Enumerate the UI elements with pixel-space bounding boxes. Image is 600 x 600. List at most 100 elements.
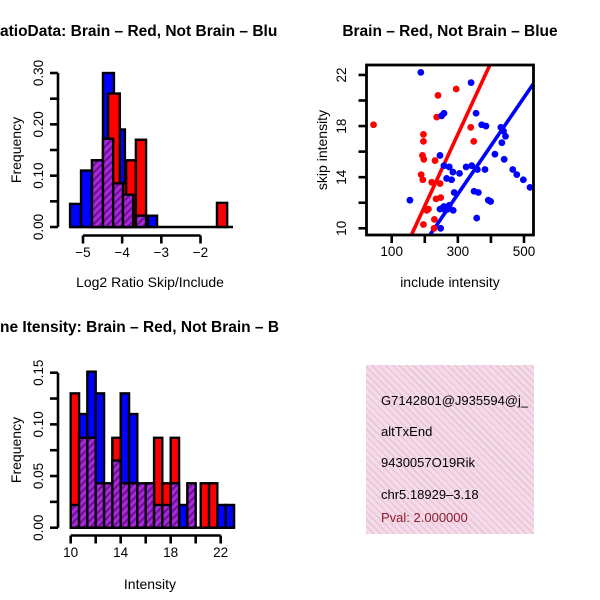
hist-bar-overlap: [90, 159, 105, 229]
x-tick-label: 10: [63, 545, 78, 560]
scatter-plot: 100 300 500 10 14 18 22: [334, 63, 536, 259]
y-tick-label: 22: [334, 67, 349, 82]
data-point-blue: [500, 127, 507, 135]
y-tick-label: 0.05: [31, 463, 46, 489]
hist-bar-overlap: [136, 482, 147, 529]
ratio-histogram-plot: 0.00 0.10 0.20 0.30 −5 −4 −3 −2: [31, 60, 234, 260]
hist-bar-overlap: [77, 436, 89, 529]
data-point-blue: [468, 162, 476, 170]
hist-bar-blue: [79, 169, 94, 229]
gene-name-text: 9430057O19Rik: [381, 455, 475, 470]
hist-bar-overlap: [69, 503, 81, 529]
x-tick-label: −2: [193, 245, 208, 260]
data-point-blue: [448, 176, 455, 184]
chart-title: atioData: Brain – Red, Not Brain – Blu: [0, 23, 278, 40]
data-point-red: [417, 171, 425, 179]
data-point-blue: [450, 189, 458, 196]
hist-bar-overlap: [134, 214, 148, 229]
data-point-blue: [513, 171, 521, 179]
data-point-red: [420, 137, 427, 145]
data-point-blue: [474, 189, 482, 196]
hist-bar-blue: [216, 503, 227, 529]
hist-bar-overlap: [144, 482, 156, 529]
data-point-blue: [462, 163, 470, 171]
x-tick-label: −5: [75, 245, 90, 260]
x-tick-label: 14: [113, 545, 129, 560]
hist-bar-blue: [146, 214, 159, 229]
data-point-blue: [449, 207, 457, 214]
data-point-blue: [436, 152, 444, 159]
y-tick-label: 0.00: [31, 515, 46, 541]
y-tick-label: 0.00: [31, 214, 46, 240]
x-tick-label: 100: [380, 244, 403, 259]
data-point-red: [425, 205, 432, 213]
x-axis-label: include intensity: [400, 274, 500, 290]
y-tick-label: 0.10: [31, 411, 46, 437]
data-point-red: [467, 123, 475, 131]
data-point-blue: [438, 112, 446, 120]
data-point-red: [420, 130, 427, 138]
x-axis-label: Intensity: [123, 576, 177, 592]
data-point-red: [430, 215, 438, 223]
hist-bar-overlap: [119, 482, 131, 529]
data-point-blue: [440, 162, 448, 170]
data-point-red: [419, 176, 427, 184]
data-point-blue: [519, 176, 527, 184]
hist-bar-overlap: [186, 482, 197, 529]
data-point-red: [420, 155, 428, 163]
data-point-red: [436, 180, 444, 187]
data-point-red: [370, 121, 377, 129]
data-point-blue: [472, 109, 480, 117]
x-tick-label: 18: [163, 545, 178, 560]
y-tick-label: 0.10: [31, 163, 46, 189]
x-axis-label: Log2 Ratio Skip/Include: [76, 274, 224, 290]
data-point-red: [452, 85, 460, 93]
panel-intensity-histogram: 0.00 0.05 0.10 0.15 10 14 18 22 ne Itensity: Br…: [0, 300, 300, 600]
hist-bar-overlap: [101, 137, 115, 229]
y-tick-label: 0.30: [31, 60, 46, 86]
data-point-red: [434, 91, 442, 99]
data-point-blue: [437, 224, 445, 232]
data-point-blue: [444, 205, 452, 213]
y-tick-label: 10: [334, 221, 349, 236]
hist-bar-red: [199, 482, 211, 529]
hist-bar-blue: [177, 503, 189, 529]
hist-bar-red: [215, 201, 229, 229]
hist-bar-overlap: [121, 193, 135, 229]
plot-box: [365, 63, 535, 237]
data-point-red: [420, 221, 427, 228]
x-tick-label: 300: [447, 244, 470, 259]
panel-info: G7142801@J935594@j_ altTxEnd 9430057O19R…: [300, 300, 600, 600]
data-point-red: [437, 194, 445, 202]
data-point-blue: [449, 168, 457, 176]
y-tick-label: 0.15: [31, 360, 46, 386]
hist-bar-overlap: [152, 503, 164, 529]
y-tick-label: 18: [334, 119, 349, 134]
y-tick-label: 0.20: [31, 111, 46, 137]
data-point-blue: [487, 198, 495, 205]
data-point-blue: [498, 139, 506, 147]
intensity-histogram-plot: 0.00 0.05 0.10 0.15 10 14 18 22: [31, 360, 236, 560]
hist-bar-overlap: [161, 503, 172, 529]
panel-scatter: 100 300 500 10 14 18 22 Brain – Red, Not Brain…: [300, 0, 600, 300]
hist-bar-blue: [224, 503, 236, 529]
data-point-red: [470, 137, 478, 145]
panel-ratio-histogram: 0.00 0.10 0.20 0.30 −5 −4 −3 −2 atioData: Brain…: [0, 0, 300, 300]
fit-line-red: [409, 63, 492, 236]
data-point-blue: [491, 150, 499, 158]
hist-bar-overlap: [94, 482, 106, 529]
data-point-blue: [500, 155, 508, 163]
data-point-blue: [417, 68, 425, 76]
hist-bar-red: [207, 482, 219, 529]
y-axis-label: Frequency: [8, 116, 24, 184]
data-point-red: [428, 178, 436, 186]
hist-bar-overlap: [169, 482, 181, 529]
hist-bar-overlap: [111, 182, 125, 229]
hist-bar-overlap: [111, 459, 122, 529]
hist-bar-blue: [68, 202, 83, 229]
data-point-red: [430, 224, 438, 232]
hist-bar-overlap: [102, 482, 114, 529]
data-point-blue: [526, 184, 534, 191]
x-tick-label: 500: [513, 244, 536, 259]
